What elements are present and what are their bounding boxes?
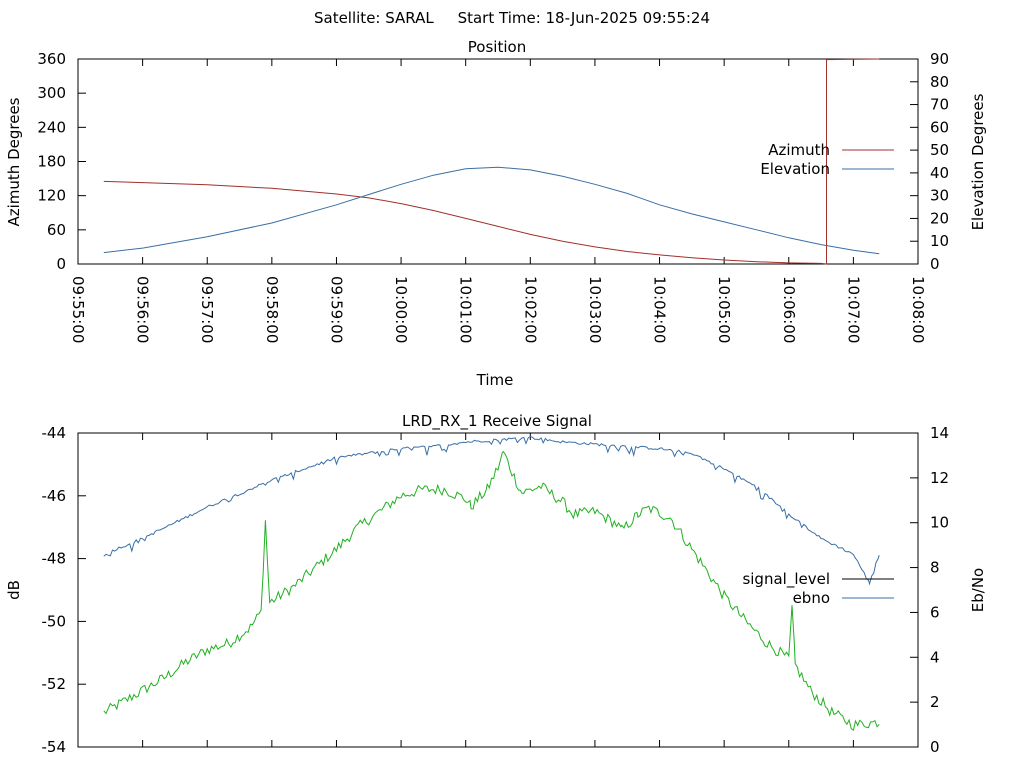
- right-tick-label: 4: [930, 648, 940, 666]
- left-tick-label: -46: [42, 487, 67, 505]
- right-tick-label: 14: [930, 424, 949, 442]
- left-tick-label: 300: [37, 84, 66, 102]
- receive-signal-chart-title: LRD_RX_1 Receive Signal: [402, 412, 592, 431]
- left-tick-label: -52: [42, 675, 67, 693]
- series-line-elevation: [103, 166, 880, 255]
- right-tick-label: 70: [930, 96, 949, 114]
- right-tick-label: 8: [930, 559, 940, 577]
- x-tick-label: 10:06:00: [780, 276, 798, 343]
- left-tick-label: 0: [56, 255, 66, 273]
- right-tick-label: 60: [930, 118, 949, 136]
- right-tick-label: 50: [930, 141, 949, 159]
- x-tick-label: 10:05:00: [715, 276, 733, 343]
- right-tick-label: 12: [930, 469, 949, 487]
- x-tick-label: 10:07:00: [844, 276, 862, 343]
- right-tick-label: 30: [930, 187, 949, 205]
- right-tick-label: 40: [930, 164, 949, 182]
- db-axis-label: dB: [5, 580, 23, 600]
- x-tick-label: 10:04:00: [651, 276, 669, 343]
- right-tick-label: 0: [930, 255, 940, 273]
- left-tick-label: -54: [42, 738, 67, 756]
- x-tick-label: 09:58:00: [263, 276, 281, 343]
- right-tick-label: 2: [930, 693, 940, 711]
- x-tick-label: 09:59:00: [327, 276, 345, 343]
- left-tick-label: 360: [37, 50, 66, 68]
- receive-signal-chart: LRD_RX_1 Receive Signal -54-52-50-48-46-…: [5, 412, 987, 756]
- ebno-axis-label: Eb/No: [969, 568, 987, 612]
- right-tick-label: 80: [930, 73, 949, 91]
- series-line-azimuth: [103, 58, 880, 265]
- x-tick-label: 10:03:00: [586, 276, 604, 343]
- x-tick-label: 10:01:00: [457, 276, 475, 343]
- position-series: [103, 58, 880, 265]
- right-tick-label: 0: [930, 738, 940, 756]
- figure-title: Satellite: SARAL Start Time: 18-Jun-2025…: [314, 9, 710, 27]
- series-line-signal-level: [103, 450, 880, 732]
- db-axis: -54 -52 -50 -48 -46 -44: [42, 424, 86, 756]
- position-chart-title: Position: [468, 38, 526, 56]
- left-tick-label: 180: [37, 153, 66, 171]
- left-tick-label: -50: [42, 612, 67, 630]
- receive-series: [103, 435, 880, 732]
- series-line-ebno: [103, 435, 880, 586]
- right-tick-label: 90: [930, 50, 949, 68]
- right-tick-label: 20: [930, 209, 949, 227]
- legend-label: Elevation: [760, 160, 830, 178]
- right-tick-label: 10: [930, 232, 949, 250]
- ebno-axis: 0 2 4 6 8 10 12 14: [910, 424, 949, 756]
- azimuth-axis: 0 60 120 180 240 300 360: [37, 50, 86, 273]
- left-tick-label: 120: [37, 187, 66, 205]
- receive-time-axis: [77, 433, 919, 747]
- legend-label: signal_level: [742, 570, 830, 589]
- elevation-axis: 0 10 20 30 40 50 60 70 80 90: [910, 50, 949, 273]
- right-tick-label: 6: [930, 603, 940, 621]
- legend-label: ebno: [793, 589, 830, 607]
- x-tick-label: 09:57:00: [198, 276, 216, 343]
- position-chart: Position 0 60 120 180 240 300 360 0 10 20 30 40 50 6…: [5, 38, 987, 389]
- left-tick-label: 240: [37, 118, 66, 136]
- left-tick-label: 60: [47, 221, 66, 239]
- x-tick-label: 10:08:00: [909, 276, 927, 343]
- x-tick-label: 10:00:00: [392, 276, 410, 343]
- receive-plot-frame: [77, 432, 919, 748]
- x-tick-label: 09:56:00: [134, 276, 152, 343]
- time-axis: 09:55:00 09:56:00 09:57:00 09:58:00 09:59:00…: [69, 59, 927, 343]
- legend-label: Azimuth: [768, 141, 830, 159]
- azimuth-axis-label: Azimuth Degrees: [5, 97, 23, 226]
- left-tick-label: -44: [42, 424, 67, 442]
- x-tick-label: 10:02:00: [521, 276, 539, 343]
- x-tick-label: 09:55:00: [69, 276, 87, 343]
- elevation-axis-label: Elevation Degrees: [969, 93, 987, 230]
- left-tick-label: -48: [42, 550, 67, 568]
- right-tick-label: 10: [930, 514, 949, 532]
- time-axis-label: Time: [476, 371, 514, 389]
